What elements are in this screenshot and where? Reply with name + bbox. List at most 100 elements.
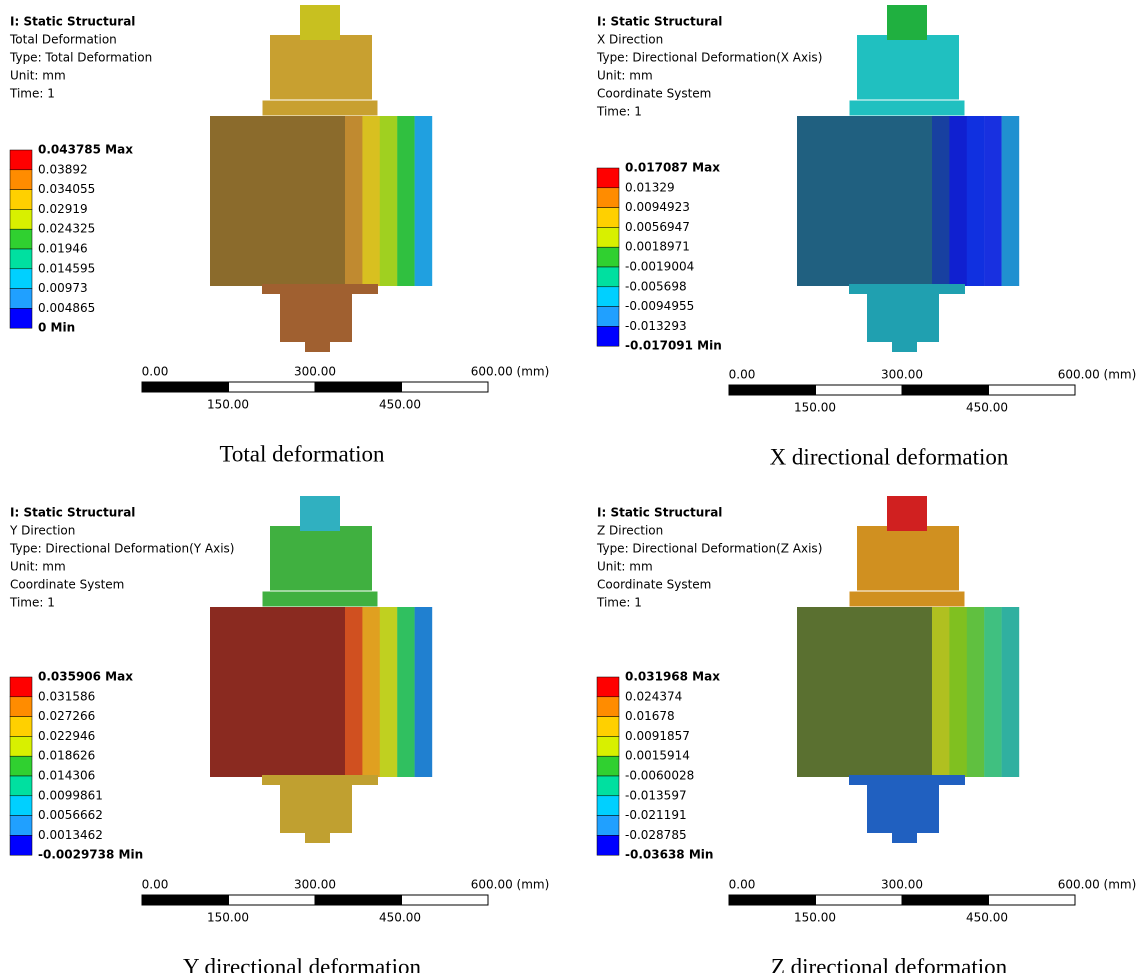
legend-swatch — [597, 835, 619, 855]
scale-label: 300.00 — [294, 365, 336, 379]
panel: I: Static StructuralY DirectionType: Dir… — [9, 496, 549, 973]
model-top — [887, 5, 927, 40]
model-side-band — [397, 607, 415, 777]
scale-label: 150.00 — [794, 401, 836, 415]
model-side-band — [380, 607, 398, 777]
legend-swatch — [597, 326, 619, 346]
legend-label: 0.024325 — [38, 222, 95, 236]
legend-label: 0.01329 — [625, 180, 675, 194]
scale-label: 0.00 — [729, 368, 756, 382]
header-line: Z Direction — [597, 524, 663, 538]
legend-swatch — [597, 287, 619, 307]
legend-swatch — [597, 307, 619, 327]
legend-label: 0.004865 — [38, 301, 95, 315]
model-lower-shaft — [280, 292, 352, 342]
model-side-band — [380, 116, 398, 286]
legend-swatch — [597, 776, 619, 796]
legend-swatch — [10, 835, 32, 855]
model-shaft — [857, 35, 959, 110]
model-side-band — [415, 607, 433, 777]
header-line: Coordinate System — [10, 578, 124, 592]
scale-segment — [902, 895, 989, 905]
legend-swatch — [10, 150, 32, 170]
legend-label: 0.031968 Max — [625, 670, 720, 684]
header-line: Coordinate System — [597, 578, 711, 592]
legend-swatch — [597, 697, 619, 717]
header-line: Coordinate System — [597, 87, 711, 101]
legend-swatch — [10, 289, 32, 309]
scale-segment — [315, 382, 402, 392]
legend-label: 0.01678 — [625, 709, 675, 723]
legend-swatch — [597, 267, 619, 287]
model-side-band — [949, 607, 967, 777]
model-front — [797, 607, 932, 777]
model — [797, 496, 1019, 843]
legend-label: 0.01946 — [38, 242, 88, 256]
legend-swatch — [597, 208, 619, 228]
caption: Total deformation — [219, 441, 385, 466]
header-line: Type: Directional Deformation(Y Axis) — [9, 542, 234, 556]
caption: Z directional deformation — [771, 954, 1008, 973]
legend-swatch — [597, 168, 619, 188]
legend-label: 0.014306 — [38, 769, 95, 783]
scale-label: 0.00 — [142, 878, 169, 892]
legend-swatch — [10, 209, 32, 229]
legend-swatch — [597, 717, 619, 737]
scale-label: 450.00 — [379, 911, 421, 925]
scale-label: 450.00 — [966, 911, 1008, 925]
scale-segment — [402, 895, 489, 905]
scale-label: 0.00 — [142, 365, 169, 379]
scale-segment — [816, 385, 903, 395]
scale-segment — [989, 385, 1076, 395]
header-line: I: Static Structural — [10, 15, 135, 29]
legend-label: 0.014595 — [38, 261, 95, 275]
legend-swatch — [10, 249, 32, 269]
model — [797, 5, 1019, 352]
legend-label: -0.0019004 — [625, 260, 694, 274]
scale-label: 450.00 — [379, 398, 421, 412]
figure: I: Static Structural Total Deformation Typ… — [0, 0, 1138, 973]
legend-label: 0.0056947 — [625, 220, 690, 234]
legend-swatch — [10, 170, 32, 190]
legend-label: 0 Min — [38, 321, 75, 335]
scale-segment — [816, 895, 903, 905]
legend-swatch — [597, 677, 619, 697]
model-side-band — [415, 116, 433, 286]
scale-segment — [142, 382, 229, 392]
legend-swatch — [597, 756, 619, 776]
model-side-band — [362, 607, 380, 777]
model-tip — [305, 831, 330, 843]
legend-label: 0.031586 — [38, 689, 95, 703]
header-line: Type: Total Deformation — [9, 51, 152, 65]
scale-segment — [402, 382, 489, 392]
legend-label: -0.021191 — [625, 808, 687, 822]
model-flange — [262, 591, 378, 607]
header-line: Total Deformation — [9, 33, 117, 47]
scale-label: 150.00 — [794, 911, 836, 925]
legend-swatch — [10, 697, 32, 717]
legend-label: 0.0099861 — [38, 788, 103, 802]
model-front — [210, 116, 345, 286]
legend-label: -0.013293 — [625, 319, 687, 333]
scale-label: 0.00 — [729, 878, 756, 892]
legend-swatch — [10, 229, 32, 249]
legend-swatch — [597, 736, 619, 756]
scale-segment — [229, 895, 316, 905]
scale-segment — [315, 895, 402, 905]
panel: I: Static Structural Total Deformation Typ… — [9, 5, 549, 466]
panel: I: Static StructuralZ DirectionType: Dir… — [596, 496, 1136, 973]
legend-label: 0.02919 — [38, 202, 88, 216]
legend-label: -0.017091 Min — [625, 339, 722, 353]
legend-swatch — [10, 677, 32, 697]
legend-swatch — [597, 188, 619, 208]
legend-label: 0.03892 — [38, 162, 88, 176]
legend-label: 0.0056662 — [38, 808, 103, 822]
model — [210, 5, 432, 352]
legend-swatch — [10, 190, 32, 210]
model-side-band — [1002, 607, 1020, 777]
legend-label: 0.0015914 — [625, 749, 690, 763]
model-lower-shaft — [280, 783, 352, 833]
legend-swatch — [10, 717, 32, 737]
scale-segment — [729, 895, 816, 905]
model-flange — [262, 100, 378, 116]
